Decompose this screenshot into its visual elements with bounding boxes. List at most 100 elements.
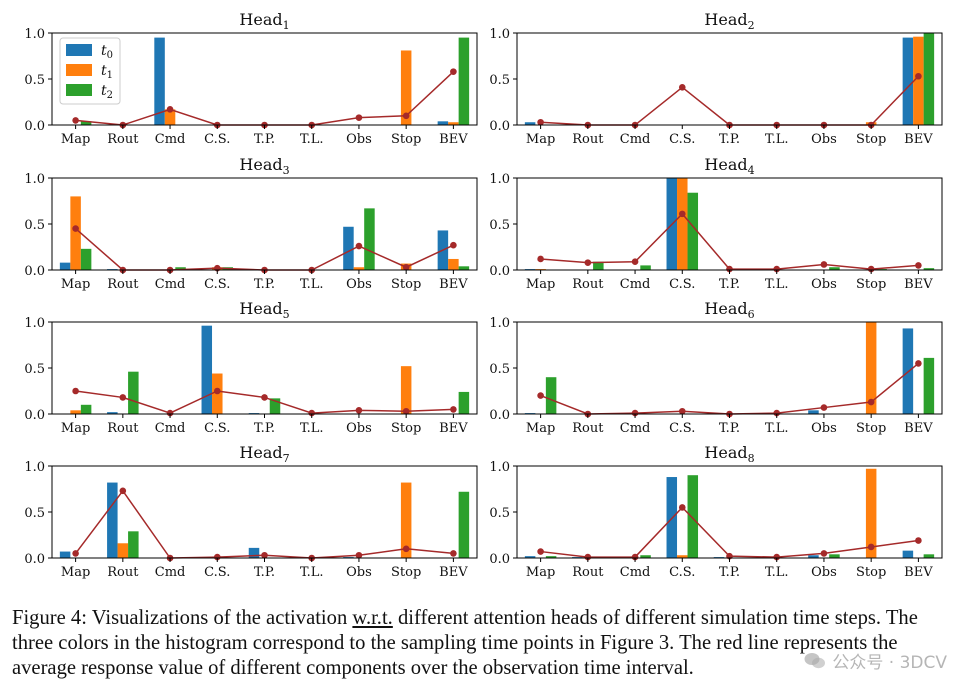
x-tick-label-Cmd: Cmd — [620, 565, 651, 580]
chart-title-subscript: 7 — [283, 452, 290, 465]
chart-panel-head-5: Head5 0.0 0.5 1.0 Map Rout Cmd C.S. T.P. T.L. Obs S… — [24, 299, 478, 436]
average-point-C.S. — [678, 210, 686, 218]
legend-swatch-t1 — [66, 64, 92, 76]
caption-part2: different attention heads of different s… — [12, 607, 918, 679]
legend-label-text: t — [101, 43, 107, 59]
average-point-Rout — [584, 553, 592, 561]
legend-label-subscript: 0 — [107, 50, 113, 61]
bar-series-t0-Cmd — [154, 37, 165, 125]
x-tick-label-Rout: Rout — [107, 132, 139, 147]
legend-label-t0: t0 — [101, 43, 113, 61]
bar-series-t2-Map — [545, 556, 557, 558]
legend-label-subscript: 2 — [107, 90, 113, 101]
average-point-Rout — [119, 394, 127, 401]
bar-series-t0-Obs — [343, 226, 354, 270]
average-point-Cmd — [631, 553, 639, 561]
y-tick-label: 1.0 — [24, 27, 45, 42]
chart-title-text: Head — [239, 299, 282, 318]
average-point-T.L. — [773, 553, 781, 561]
x-tick-label-T.P.: T.P. — [719, 421, 740, 436]
chart-title: Head5 — [239, 299, 289, 321]
x-tick-label-Rout: Rout — [107, 421, 139, 436]
bar-series-t0-Map — [59, 551, 71, 558]
bar-series-t0-Map — [524, 122, 536, 125]
x-tick-label-Obs: Obs — [811, 132, 837, 147]
x-tick-label-BEV: BEV — [904, 421, 933, 436]
chart-title-subscript: 1 — [283, 19, 290, 32]
average-point-BEV — [915, 360, 922, 367]
x-tick-label-T.P.: T.P. — [254, 132, 275, 147]
chart-title-subscript: 8 — [748, 452, 755, 465]
y-tick-label: 0.5 — [489, 218, 510, 233]
x-tick-label-Rout: Rout — [572, 421, 604, 436]
y-tick-label: 0.0 — [24, 119, 45, 134]
x-tick-label-Map: Map — [61, 277, 90, 292]
bar-series-t0-Obs — [808, 555, 819, 558]
x-tick-label-BEV: BEV — [904, 565, 933, 580]
x-tick-label-Rout: Rout — [572, 565, 604, 580]
x-tick-label-Stop: Stop — [391, 565, 421, 580]
x-tick-label-Map: Map — [61, 565, 90, 580]
average-point-Cmd — [631, 258, 639, 266]
average-point-Cmd — [166, 106, 174, 113]
chart-title-text: Head — [704, 155, 747, 174]
legend-label-subscript: 1 — [107, 70, 113, 81]
average-point-Map — [72, 550, 79, 557]
bar-series-t0-T.P. — [248, 547, 260, 558]
bar-series-t2-BEV — [923, 268, 935, 270]
x-tick-label-Obs: Obs — [346, 277, 372, 292]
chart-title-subscript: 3 — [283, 164, 290, 177]
average-point-Map — [72, 225, 79, 232]
x-tick-label-C.S.: C.S. — [669, 277, 695, 292]
figure-caption: Figure 4: Visualizations of the activati… — [12, 606, 956, 681]
caption-underlined: w.r.t. — [352, 607, 393, 629]
x-tick-label-BEV: BEV — [904, 277, 933, 292]
bar-series-t2-C.S. — [687, 475, 699, 558]
legend-swatch-t2 — [66, 84, 92, 96]
average-point-T.L. — [773, 265, 781, 273]
plot-frame — [516, 32, 943, 126]
average-point-Map — [72, 117, 79, 124]
x-tick-label-BEV: BEV — [439, 565, 468, 580]
average-point-Stop — [402, 545, 410, 553]
y-tick-label: 0.5 — [489, 506, 510, 521]
bar-series-t1-Stop — [865, 468, 877, 558]
legend-swatch-t0 — [66, 44, 92, 56]
plot-frame — [516, 321, 943, 415]
average-point-Stop — [402, 263, 410, 271]
bar-series-t2-Obs — [364, 208, 375, 270]
average-point-C.S. — [213, 387, 221, 395]
average-point-Stop — [867, 265, 875, 273]
bar-series-t2-C.S. — [687, 192, 699, 270]
y-tick-label: 0.5 — [24, 506, 45, 521]
chart-title-text: Head — [239, 10, 282, 29]
average-point-Stop — [867, 398, 875, 406]
plot-frame — [516, 465, 943, 559]
average-point-Map — [72, 387, 79, 395]
bar-series-t0-Map — [59, 262, 71, 270]
bar-series-t2-BEV — [458, 37, 470, 125]
chart-title: Head6 — [704, 299, 754, 321]
average-point-BEV — [915, 537, 922, 544]
average-point-C.S. — [678, 83, 686, 91]
average-response-line — [540, 212, 919, 270]
x-tick-label-BEV: BEV — [439, 421, 468, 436]
x-tick-label-Obs: Obs — [346, 132, 372, 147]
x-tick-label-Map: Map — [61, 421, 90, 436]
bar-series-t1-Stop — [400, 366, 412, 414]
average-point-Obs — [820, 404, 828, 411]
average-point-T.P. — [261, 551, 268, 559]
average-response-line — [540, 75, 919, 126]
y-tick-label: 0.0 — [489, 408, 510, 423]
x-tick-label-C.S.: C.S. — [204, 421, 230, 436]
bar-series-t2-Map — [80, 121, 92, 125]
x-tick-label-C.S.: C.S. — [669, 565, 695, 580]
y-tick-label: 0.5 — [489, 73, 510, 88]
bar-series-t1-Map — [70, 410, 81, 414]
average-point-Obs — [820, 550, 828, 557]
bar-series-t1-BEV — [448, 258, 459, 270]
plot-frame — [516, 177, 943, 271]
bar-series-t2-BEV — [923, 357, 935, 414]
bar-series-t2-Obs — [829, 554, 840, 558]
